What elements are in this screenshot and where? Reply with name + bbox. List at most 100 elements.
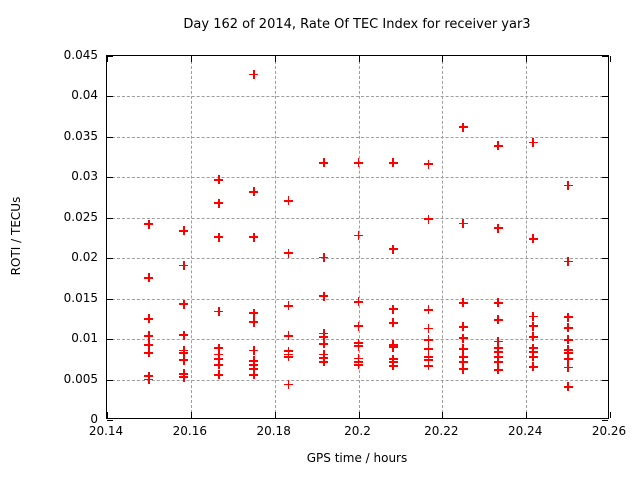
y-tick-label: 0.035	[63, 128, 98, 143]
data-point	[214, 360, 224, 370]
data-point	[424, 324, 433, 334]
data-point	[283, 196, 293, 206]
gridline-vertical	[274, 56, 276, 418]
gridline-horizontal	[107, 136, 608, 138]
data-point	[354, 158, 363, 168]
y-tick-mark	[602, 420, 608, 421]
x-tick-label: 20.2	[344, 424, 371, 438]
y-tick-mark	[107, 420, 113, 421]
data-point	[354, 360, 363, 370]
y-tick-mark	[602, 258, 608, 260]
gridline-horizontal	[107, 96, 608, 98]
gridline-horizontal	[107, 298, 608, 300]
data-point	[528, 332, 538, 342]
data-point	[388, 318, 398, 328]
y-tick-label: 0	[90, 412, 98, 426]
y-tick-mark	[602, 177, 608, 179]
data-point	[354, 321, 363, 331]
data-point	[179, 261, 189, 270]
x-tick-mark	[107, 56, 108, 62]
x-tick-mark	[274, 412, 276, 418]
data-point	[319, 252, 329, 262]
data-point	[493, 337, 503, 347]
data-point	[283, 331, 293, 341]
data-point	[458, 352, 468, 362]
y-tick-label: 0.045	[63, 48, 98, 62]
data-point	[563, 335, 573, 345]
data-point	[458, 357, 468, 367]
data-point	[424, 214, 433, 224]
x-tick-label: 20.16	[172, 424, 208, 438]
gridline-horizontal	[107, 258, 608, 260]
y-tick-label: 0.02	[71, 250, 98, 265]
x-tick-mark	[442, 412, 444, 418]
data-point	[528, 234, 538, 244]
data-point	[528, 321, 538, 331]
data-point	[528, 138, 538, 148]
x-tick-mark	[610, 56, 611, 62]
data-point	[458, 122, 468, 132]
data-point	[179, 299, 189, 309]
data-point	[388, 361, 398, 371]
gridline-horizontal	[107, 217, 608, 219]
data-point	[249, 187, 259, 197]
data-point	[563, 256, 573, 266]
y-tick-mark	[107, 298, 113, 300]
data-point	[214, 175, 224, 185]
data-point	[249, 370, 259, 380]
data-point	[424, 335, 433, 345]
data-point	[249, 364, 259, 374]
data-point	[283, 379, 293, 389]
data-point	[388, 158, 398, 168]
data-point	[214, 307, 224, 317]
y-tick-label: 0.01	[71, 331, 98, 346]
data-point	[144, 375, 154, 385]
y-tick-mark	[107, 56, 113, 57]
data-point	[179, 348, 189, 358]
data-point	[424, 355, 433, 365]
y-tick-label: 0.025	[63, 209, 98, 224]
x-tick-mark	[526, 56, 528, 62]
data-point	[493, 141, 503, 151]
chart-title: Day 162 of 2014, Rate Of TEC Index for r…	[183, 17, 531, 32]
x-axis-title: GPS time / hours	[306, 451, 408, 465]
x-tick-label: 20.18	[256, 424, 291, 438]
x-tick-mark	[190, 412, 192, 418]
data-point	[424, 159, 433, 169]
data-point	[179, 226, 189, 236]
data-point	[354, 297, 363, 307]
x-tick-label: 20.26	[591, 424, 627, 438]
x-tick-mark	[358, 56, 360, 62]
data-point	[528, 362, 538, 372]
data-point	[493, 357, 503, 367]
x-tick-mark	[107, 412, 108, 418]
gridline-vertical	[526, 56, 528, 418]
data-point	[214, 343, 224, 353]
data-point	[424, 305, 433, 315]
data-point	[144, 219, 154, 229]
data-point	[354, 341, 363, 351]
y-tick-mark	[107, 177, 113, 179]
data-point	[424, 344, 433, 354]
data-point	[283, 248, 293, 258]
y-tick-mark	[107, 258, 113, 260]
data-point	[283, 301, 293, 311]
data-point	[249, 70, 259, 80]
data-point	[144, 273, 154, 283]
data-point	[493, 365, 503, 375]
data-point	[319, 339, 329, 349]
y-tick-label: 0.015	[63, 290, 98, 305]
y-tick-label: 0.005	[63, 371, 98, 386]
data-point	[563, 323, 573, 333]
data-point	[214, 349, 224, 359]
y-tick-mark	[602, 298, 608, 300]
data-point	[458, 218, 468, 228]
data-point	[458, 344, 468, 354]
y-tick-mark	[602, 339, 608, 341]
data-point	[563, 362, 573, 372]
data-point	[563, 354, 573, 364]
data-point	[144, 331, 154, 341]
y-tick-mark	[107, 96, 113, 98]
data-point	[214, 198, 224, 208]
